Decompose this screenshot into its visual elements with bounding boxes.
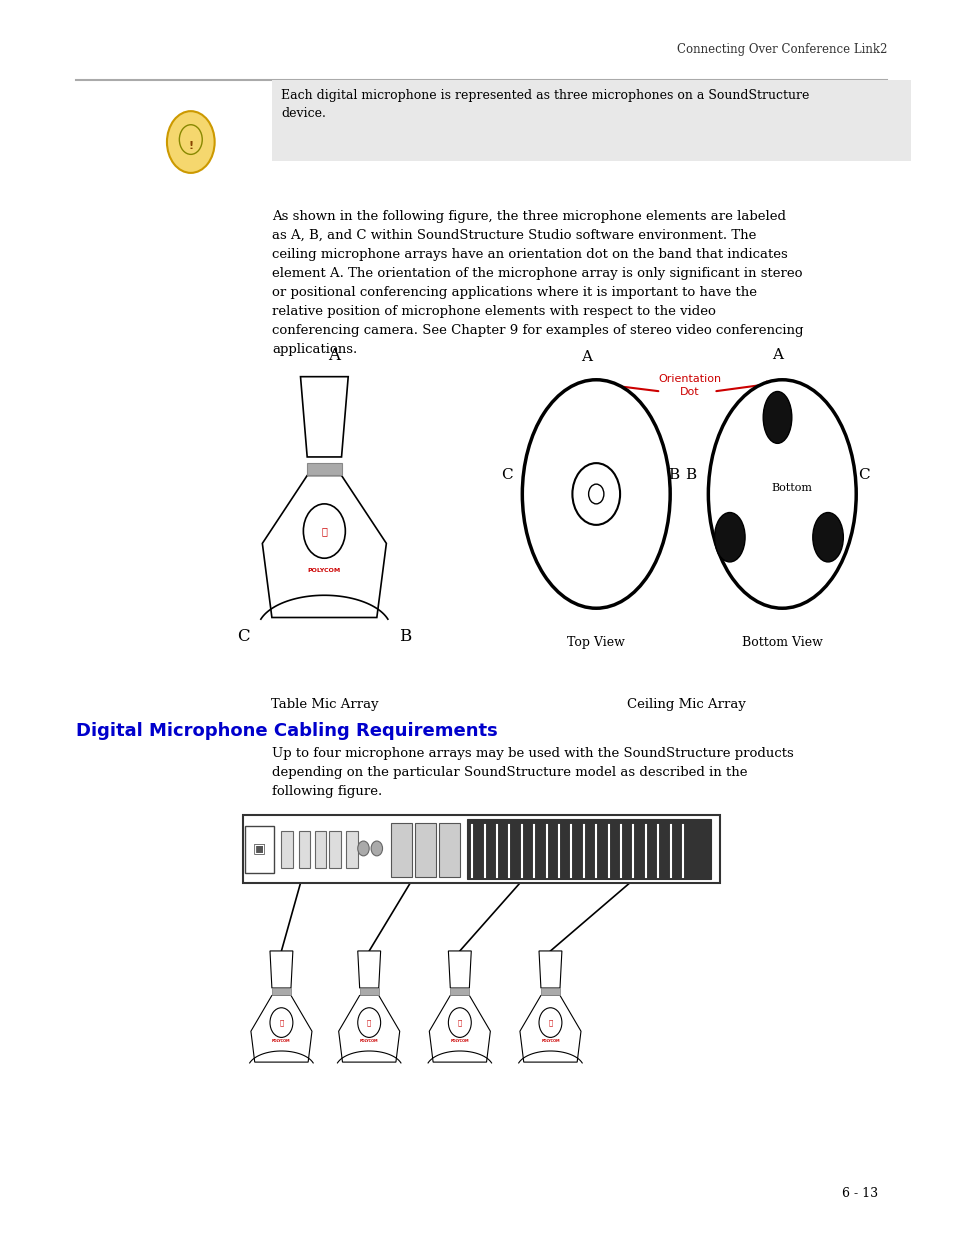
Text: Connecting Over Conference Link2: Connecting Over Conference Link2 — [676, 42, 886, 56]
Circle shape — [371, 841, 382, 856]
Text: POLYCOM: POLYCOM — [308, 568, 340, 573]
Ellipse shape — [812, 513, 842, 562]
FancyBboxPatch shape — [415, 823, 436, 877]
Text: ▣: ▣ — [253, 841, 266, 856]
Circle shape — [270, 1008, 293, 1037]
FancyBboxPatch shape — [467, 819, 710, 879]
Polygon shape — [448, 951, 471, 988]
Circle shape — [357, 841, 369, 856]
Text: Ⓜ: Ⓜ — [279, 1019, 283, 1026]
Polygon shape — [519, 995, 580, 1062]
Polygon shape — [338, 995, 399, 1062]
Circle shape — [357, 1008, 380, 1037]
FancyBboxPatch shape — [346, 831, 357, 868]
Text: Up to four microphone arrays may be used with the SoundStructure products
depend: Up to four microphone arrays may be used… — [272, 747, 793, 798]
Polygon shape — [540, 988, 559, 995]
Text: B: B — [667, 468, 679, 483]
FancyBboxPatch shape — [281, 831, 293, 868]
Text: POLYCOM: POLYCOM — [540, 1039, 559, 1044]
Ellipse shape — [522, 380, 669, 608]
Ellipse shape — [707, 380, 855, 608]
Text: A: A — [580, 351, 592, 364]
Polygon shape — [300, 377, 348, 457]
Text: Bottom View: Bottom View — [741, 636, 821, 650]
FancyBboxPatch shape — [329, 831, 340, 868]
Text: Ⓜ: Ⓜ — [548, 1019, 552, 1026]
Text: POLYCOM: POLYCOM — [450, 1039, 469, 1044]
Polygon shape — [262, 475, 386, 618]
Circle shape — [448, 1008, 471, 1037]
Text: Top View: Top View — [567, 636, 624, 650]
Text: A: A — [771, 348, 782, 362]
FancyBboxPatch shape — [391, 823, 412, 877]
Text: Ceiling Mic Array: Ceiling Mic Array — [627, 698, 745, 711]
FancyBboxPatch shape — [245, 826, 274, 873]
Text: C: C — [858, 468, 869, 483]
Polygon shape — [450, 988, 469, 995]
Text: Ⓜ: Ⓜ — [367, 1019, 371, 1026]
Polygon shape — [307, 463, 341, 475]
Text: Ⓜ: Ⓜ — [321, 526, 327, 536]
FancyBboxPatch shape — [438, 823, 459, 877]
Circle shape — [303, 504, 345, 558]
Text: POLYCOM: POLYCOM — [359, 1039, 378, 1044]
FancyBboxPatch shape — [272, 80, 910, 161]
Polygon shape — [359, 988, 378, 995]
Polygon shape — [272, 988, 291, 995]
Text: Orientation
Dot: Orientation Dot — [658, 374, 720, 396]
Polygon shape — [538, 951, 561, 988]
Text: Ⓜ: Ⓜ — [457, 1019, 461, 1026]
Circle shape — [538, 1008, 561, 1037]
Ellipse shape — [762, 391, 791, 443]
FancyBboxPatch shape — [298, 831, 310, 868]
Text: POLYCOM: POLYCOM — [272, 1039, 291, 1044]
Ellipse shape — [714, 513, 744, 562]
Text: Bottom: Bottom — [771, 483, 811, 493]
Text: !: ! — [188, 141, 193, 151]
Text: B: B — [684, 468, 696, 483]
Text: C: C — [236, 627, 250, 645]
Text: Digital Microphone Cabling Requirements: Digital Microphone Cabling Requirements — [76, 722, 497, 741]
Text: A: A — [328, 347, 339, 364]
Text: C: C — [500, 468, 512, 483]
Polygon shape — [429, 995, 490, 1062]
Circle shape — [167, 111, 214, 173]
Polygon shape — [270, 951, 293, 988]
FancyBboxPatch shape — [243, 815, 720, 883]
Circle shape — [588, 484, 603, 504]
Text: B: B — [399, 627, 411, 645]
Text: As shown in the following figure, the three microphone elements are labeled
as A: As shown in the following figure, the th… — [272, 210, 802, 356]
Text: 6 - 13: 6 - 13 — [841, 1187, 877, 1200]
Text: Each digital microphone is represented as three microphones on a SoundStructure
: Each digital microphone is represented a… — [281, 89, 809, 120]
Polygon shape — [251, 995, 312, 1062]
Polygon shape — [357, 951, 380, 988]
Circle shape — [572, 463, 619, 525]
Text: Table Mic Array: Table Mic Array — [271, 698, 377, 711]
FancyBboxPatch shape — [314, 831, 326, 868]
